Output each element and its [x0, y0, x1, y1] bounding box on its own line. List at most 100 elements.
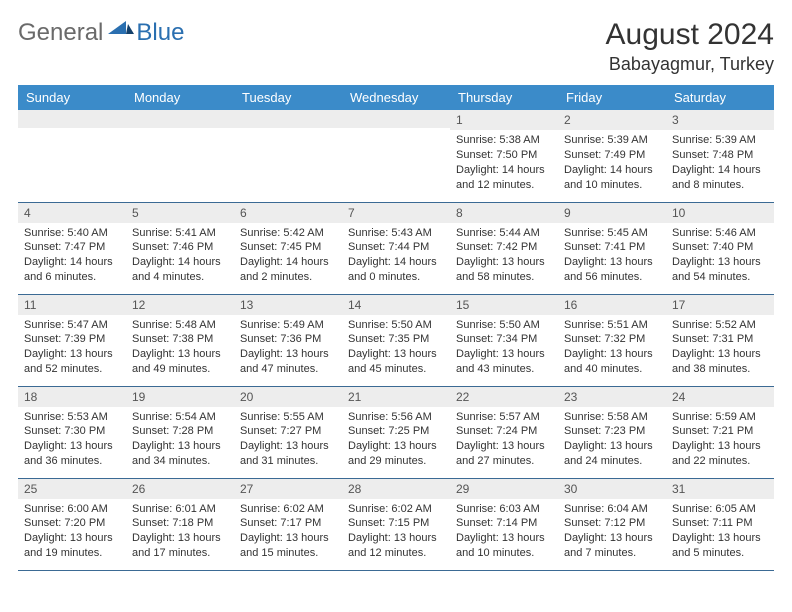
day-number: 26 — [126, 479, 234, 499]
sunset-text: Sunset: 7:23 PM — [564, 424, 660, 439]
title-block: August 2024 Babayagmur, Turkey — [606, 18, 774, 75]
day-number — [18, 110, 126, 128]
sunset-text: Sunset: 7:31 PM — [672, 332, 768, 347]
sunrise-text: Sunrise: 5:42 AM — [240, 226, 336, 241]
sunrise-text: Sunrise: 5:43 AM — [348, 226, 444, 241]
calendar-day-cell: 7Sunrise: 5:43 AMSunset: 7:44 PMDaylight… — [342, 202, 450, 294]
daylight-text: Daylight: 13 hours and 58 minutes. — [456, 255, 552, 285]
day-number: 2 — [558, 110, 666, 130]
sunset-text: Sunset: 7:39 PM — [24, 332, 120, 347]
sunrise-text: Sunrise: 5:45 AM — [564, 226, 660, 241]
day-details: Sunrise: 5:42 AMSunset: 7:45 PMDaylight:… — [234, 223, 342, 289]
day-number: 20 — [234, 387, 342, 407]
day-number: 15 — [450, 295, 558, 315]
daylight-text: Daylight: 13 hours and 15 minutes. — [240, 531, 336, 561]
daylight-text: Daylight: 13 hours and 7 minutes. — [564, 531, 660, 561]
sunset-text: Sunset: 7:24 PM — [456, 424, 552, 439]
daylight-text: Daylight: 13 hours and 19 minutes. — [24, 531, 120, 561]
daylight-text: Daylight: 13 hours and 54 minutes. — [672, 255, 768, 285]
day-details: Sunrise: 5:50 AMSunset: 7:35 PMDaylight:… — [342, 315, 450, 381]
calendar-day-cell: 18Sunrise: 5:53 AMSunset: 7:30 PMDayligh… — [18, 386, 126, 478]
brand-logo: General Blue — [18, 18, 184, 47]
calendar-day-cell: 9Sunrise: 5:45 AMSunset: 7:41 PMDaylight… — [558, 202, 666, 294]
calendar-day-cell: 26Sunrise: 6:01 AMSunset: 7:18 PMDayligh… — [126, 478, 234, 570]
sunset-text: Sunset: 7:27 PM — [240, 424, 336, 439]
day-details: Sunrise: 5:40 AMSunset: 7:47 PMDaylight:… — [18, 223, 126, 289]
day-number: 7 — [342, 203, 450, 223]
day-number: 10 — [666, 203, 774, 223]
calendar-day-cell: 14Sunrise: 5:50 AMSunset: 7:35 PMDayligh… — [342, 294, 450, 386]
day-details: Sunrise: 5:47 AMSunset: 7:39 PMDaylight:… — [18, 315, 126, 381]
day-details: Sunrise: 5:52 AMSunset: 7:31 PMDaylight:… — [666, 315, 774, 381]
sunrise-text: Sunrise: 6:03 AM — [456, 502, 552, 517]
sunrise-text: Sunrise: 5:40 AM — [24, 226, 120, 241]
daylight-text: Daylight: 13 hours and 31 minutes. — [240, 439, 336, 469]
sunrise-text: Sunrise: 5:50 AM — [456, 318, 552, 333]
calendar-day-cell: 10Sunrise: 5:46 AMSunset: 7:40 PMDayligh… — [666, 202, 774, 294]
day-number: 8 — [450, 203, 558, 223]
day-details: Sunrise: 5:50 AMSunset: 7:34 PMDaylight:… — [450, 315, 558, 381]
weekday-header: Thursday — [450, 85, 558, 110]
calendar-week-row: 11Sunrise: 5:47 AMSunset: 7:39 PMDayligh… — [18, 294, 774, 386]
brand-triangle-icon — [108, 18, 134, 39]
day-details: Sunrise: 5:56 AMSunset: 7:25 PMDaylight:… — [342, 407, 450, 473]
day-number: 14 — [342, 295, 450, 315]
sunrise-text: Sunrise: 5:39 AM — [564, 133, 660, 148]
calendar-day-cell — [126, 110, 234, 202]
sunrise-text: Sunrise: 5:56 AM — [348, 410, 444, 425]
weekday-header-row: Sunday Monday Tuesday Wednesday Thursday… — [18, 85, 774, 110]
day-number: 19 — [126, 387, 234, 407]
calendar-day-cell: 30Sunrise: 6:04 AMSunset: 7:12 PMDayligh… — [558, 478, 666, 570]
day-details: Sunrise: 5:51 AMSunset: 7:32 PMDaylight:… — [558, 315, 666, 381]
sunrise-text: Sunrise: 5:58 AM — [564, 410, 660, 425]
weekday-header: Wednesday — [342, 85, 450, 110]
day-number: 30 — [558, 479, 666, 499]
day-number: 24 — [666, 387, 774, 407]
day-details: Sunrise: 5:44 AMSunset: 7:42 PMDaylight:… — [450, 223, 558, 289]
day-details: Sunrise: 5:39 AMSunset: 7:49 PMDaylight:… — [558, 130, 666, 196]
calendar-day-cell: 21Sunrise: 5:56 AMSunset: 7:25 PMDayligh… — [342, 386, 450, 478]
day-details: Sunrise: 5:43 AMSunset: 7:44 PMDaylight:… — [342, 223, 450, 289]
calendar-day-cell: 15Sunrise: 5:50 AMSunset: 7:34 PMDayligh… — [450, 294, 558, 386]
calendar-day-cell: 29Sunrise: 6:03 AMSunset: 7:14 PMDayligh… — [450, 478, 558, 570]
daylight-text: Daylight: 13 hours and 24 minutes. — [564, 439, 660, 469]
day-details: Sunrise: 6:05 AMSunset: 7:11 PMDaylight:… — [666, 499, 774, 565]
weekday-header: Sunday — [18, 85, 126, 110]
sunrise-text: Sunrise: 5:41 AM — [132, 226, 228, 241]
weekday-header: Saturday — [666, 85, 774, 110]
day-details: Sunrise: 5:59 AMSunset: 7:21 PMDaylight:… — [666, 407, 774, 473]
daylight-text: Daylight: 13 hours and 17 minutes. — [132, 531, 228, 561]
calendar-day-cell: 12Sunrise: 5:48 AMSunset: 7:38 PMDayligh… — [126, 294, 234, 386]
sunset-text: Sunset: 7:42 PM — [456, 240, 552, 255]
calendar-day-cell — [18, 110, 126, 202]
day-details: Sunrise: 6:00 AMSunset: 7:20 PMDaylight:… — [18, 499, 126, 565]
calendar-day-cell: 1Sunrise: 5:38 AMSunset: 7:50 PMDaylight… — [450, 110, 558, 202]
day-number: 3 — [666, 110, 774, 130]
sunset-text: Sunset: 7:36 PM — [240, 332, 336, 347]
day-number: 12 — [126, 295, 234, 315]
sunrise-text: Sunrise: 5:39 AM — [672, 133, 768, 148]
day-number: 18 — [18, 387, 126, 407]
day-details: Sunrise: 5:38 AMSunset: 7:50 PMDaylight:… — [450, 130, 558, 196]
calendar-day-cell: 17Sunrise: 5:52 AMSunset: 7:31 PMDayligh… — [666, 294, 774, 386]
day-number — [342, 110, 450, 128]
day-number: 4 — [18, 203, 126, 223]
calendar-day-cell: 28Sunrise: 6:02 AMSunset: 7:15 PMDayligh… — [342, 478, 450, 570]
day-number: 13 — [234, 295, 342, 315]
daylight-text: Daylight: 14 hours and 4 minutes. — [132, 255, 228, 285]
sunset-text: Sunset: 7:49 PM — [564, 148, 660, 163]
sunset-text: Sunset: 7:40 PM — [672, 240, 768, 255]
sunrise-text: Sunrise: 5:52 AM — [672, 318, 768, 333]
sunset-text: Sunset: 7:44 PM — [348, 240, 444, 255]
calendar-day-cell: 8Sunrise: 5:44 AMSunset: 7:42 PMDaylight… — [450, 202, 558, 294]
calendar-day-cell: 31Sunrise: 6:05 AMSunset: 7:11 PMDayligh… — [666, 478, 774, 570]
calendar-day-cell: 19Sunrise: 5:54 AMSunset: 7:28 PMDayligh… — [126, 386, 234, 478]
sunset-text: Sunset: 7:12 PM — [564, 516, 660, 531]
day-details — [18, 128, 126, 135]
sunset-text: Sunset: 7:34 PM — [456, 332, 552, 347]
sunset-text: Sunset: 7:48 PM — [672, 148, 768, 163]
daylight-text: Daylight: 14 hours and 6 minutes. — [24, 255, 120, 285]
calendar-day-cell — [234, 110, 342, 202]
weekday-header: Tuesday — [234, 85, 342, 110]
calendar-table: Sunday Monday Tuesday Wednesday Thursday… — [18, 85, 774, 571]
